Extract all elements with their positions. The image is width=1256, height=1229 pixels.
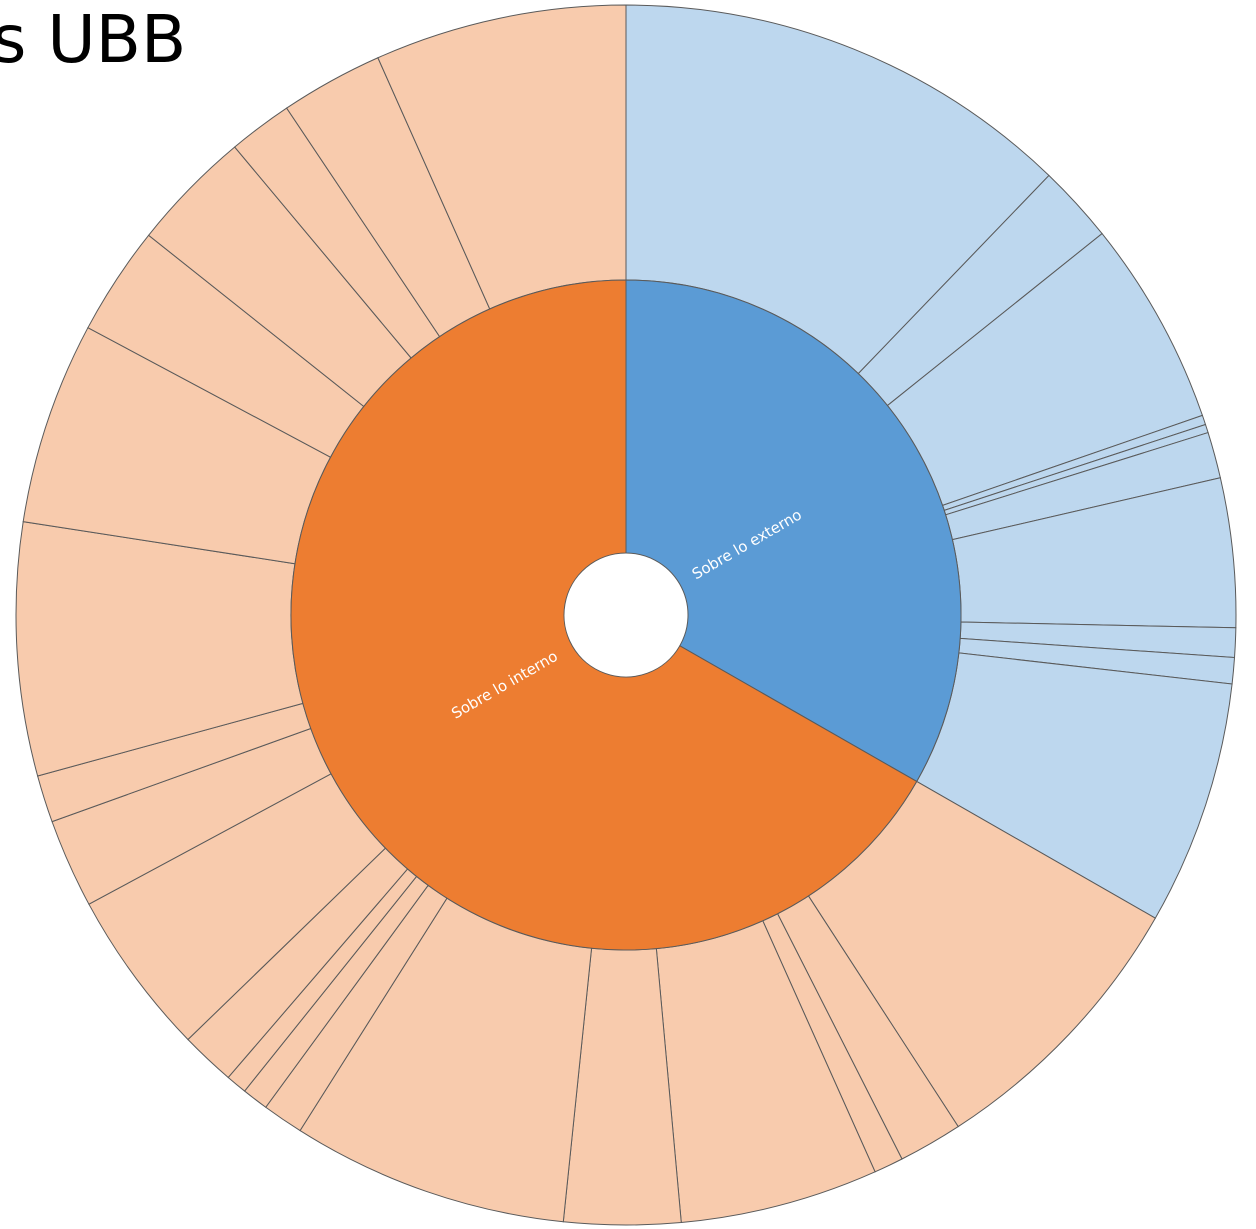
inner-segment <box>290 279 918 951</box>
inner-segment <box>625 279 962 783</box>
chart-title: s UBB <box>0 1 186 78</box>
